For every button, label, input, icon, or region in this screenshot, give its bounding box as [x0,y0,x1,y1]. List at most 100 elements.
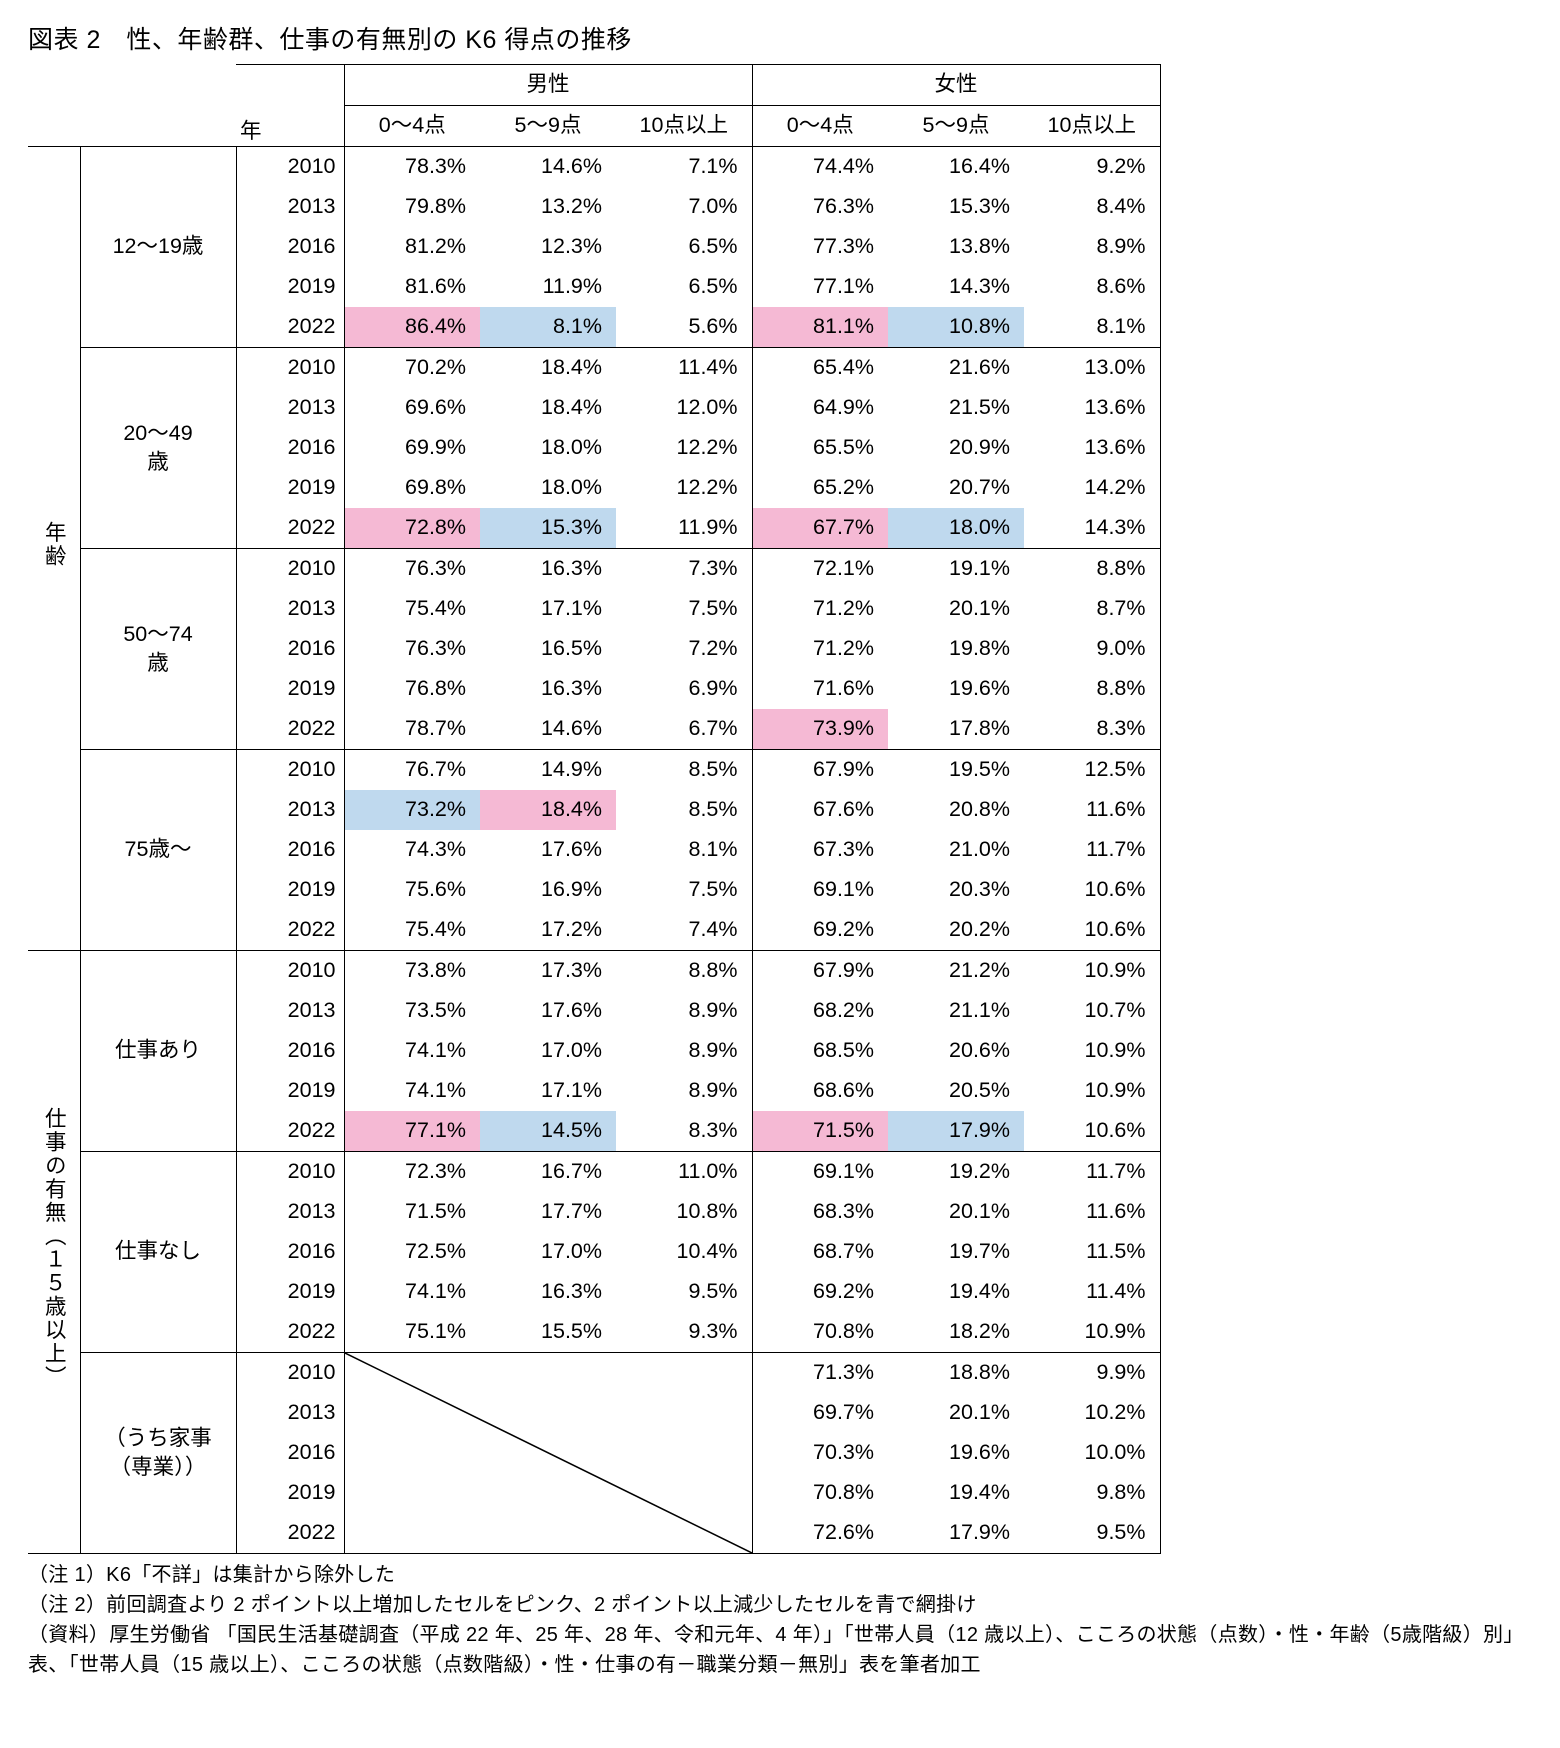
value-cell: 65.5% [752,428,888,468]
value-cell: 86.4% [344,307,480,348]
value-cell: 19.2% [888,1151,1024,1192]
year-cell: 2022 [236,508,344,549]
value-cell: 69.7% [752,1393,888,1433]
value-cell: 16.3% [480,1272,616,1312]
value-cell: 15.3% [480,508,616,549]
value-cell: 6.5% [616,267,752,307]
value-cell: 74.4% [752,146,888,187]
value-cell: 10.6% [1024,1111,1160,1152]
year-cell: 2010 [236,1352,344,1393]
value-cell: 18.4% [480,388,616,428]
value-cell: 6.7% [616,709,752,750]
value-cell: 14.2% [1024,468,1160,508]
year-cell: 2019 [236,1473,344,1513]
value-cell: 17.8% [888,709,1024,750]
value-cell: 17.2% [480,910,616,951]
value-cell: 74.1% [344,1272,480,1312]
year-cell: 2019 [236,267,344,307]
value-cell: 5.6% [616,307,752,348]
value-cell: 17.6% [480,830,616,870]
value-cell: 10.9% [1024,1071,1160,1111]
year-cell: 2010 [236,950,344,991]
value-cell: 8.3% [1024,709,1160,750]
year-cell: 2013 [236,187,344,227]
value-cell: 20.1% [888,1192,1024,1232]
value-cell: 9.5% [616,1272,752,1312]
value-cell: 17.7% [480,1192,616,1232]
value-cell: 11.4% [1024,1272,1160,1312]
value-cell: 65.2% [752,468,888,508]
value-cell: 74.3% [344,830,480,870]
value-cell: 73.8% [344,950,480,991]
value-cell: 18.4% [480,347,616,388]
header-col: 10点以上 [1024,105,1160,146]
value-cell: 71.5% [344,1192,480,1232]
value-cell: 8.4% [1024,187,1160,227]
value-cell: 10.0% [1024,1433,1160,1473]
value-cell: 75.4% [344,589,480,629]
value-cell: 7.1% [616,146,752,187]
value-cell: 12.5% [1024,749,1160,790]
year-cell: 2019 [236,1272,344,1312]
value-cell: 68.7% [752,1232,888,1272]
value-cell: 19.4% [888,1272,1024,1312]
value-cell: 74.1% [344,1071,480,1111]
value-cell: 15.3% [888,187,1024,227]
value-cell: 8.6% [1024,267,1160,307]
header-col: 5～9点 [888,105,1024,146]
value-cell: 16.9% [480,870,616,910]
value-cell: 71.3% [752,1352,888,1393]
value-cell: 10.4% [616,1232,752,1272]
value-cell: 76.8% [344,669,480,709]
value-cell: 76.3% [752,187,888,227]
value-cell: 8.9% [616,1071,752,1111]
value-cell: 77.1% [752,267,888,307]
value-cell: 64.9% [752,388,888,428]
value-cell: 72.6% [752,1513,888,1554]
value-cell: 8.9% [616,991,752,1031]
value-cell: 78.7% [344,709,480,750]
value-cell: 9.5% [1024,1513,1160,1554]
value-cell: 13.6% [1024,428,1160,468]
value-cell: 8.3% [616,1111,752,1152]
value-cell: 77.1% [344,1111,480,1152]
value-cell: 74.1% [344,1031,480,1071]
value-cell: 20.8% [888,790,1024,830]
value-cell: 18.2% [888,1312,1024,1353]
value-cell: 7.0% [616,187,752,227]
value-cell: 19.5% [888,749,1024,790]
value-cell: 69.6% [344,388,480,428]
value-cell: 9.9% [1024,1352,1160,1393]
value-cell: 72.1% [752,548,888,589]
value-cell: 20.1% [888,589,1024,629]
value-cell: 69.1% [752,1151,888,1192]
value-cell: 72.5% [344,1232,480,1272]
value-cell: 10.8% [888,307,1024,348]
value-cell: 14.6% [480,709,616,750]
value-cell: 21.1% [888,991,1024,1031]
year-cell: 2013 [236,790,344,830]
value-cell: 17.9% [888,1513,1024,1554]
value-cell: 19.1% [888,548,1024,589]
value-cell: 8.9% [1024,227,1160,267]
year-cell: 2022 [236,1513,344,1554]
header-female: 女性 [752,64,1160,105]
major-category: 年齢 [28,146,80,950]
value-cell: 67.6% [752,790,888,830]
value-cell: 17.1% [480,589,616,629]
value-cell: 14.6% [480,146,616,187]
value-cell: 17.1% [480,1071,616,1111]
value-cell: 11.5% [1024,1232,1160,1272]
value-cell: 79.8% [344,187,480,227]
value-cell: 76.7% [344,749,480,790]
value-cell: 76.3% [344,548,480,589]
year-cell: 2022 [236,1312,344,1353]
value-cell: 6.5% [616,227,752,267]
value-cell: 70.2% [344,347,480,388]
value-cell: 8.8% [1024,548,1160,589]
value-cell: 81.6% [344,267,480,307]
value-cell: 20.3% [888,870,1024,910]
year-cell: 2010 [236,347,344,388]
year-cell: 2016 [236,629,344,669]
value-cell: 8.1% [480,307,616,348]
